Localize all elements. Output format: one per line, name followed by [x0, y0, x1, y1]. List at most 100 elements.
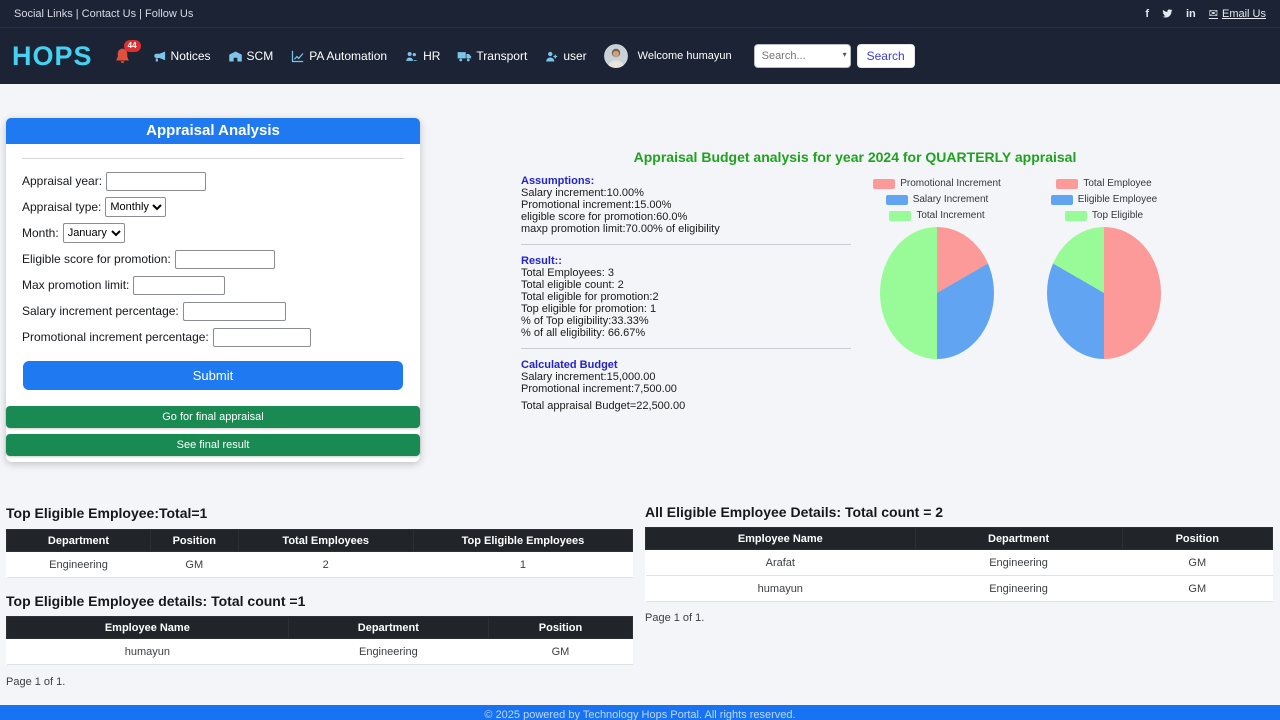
hops-logo[interactable]: HOPS: [12, 40, 93, 71]
legend-swatch: [873, 178, 896, 189]
table-row: Arafat Engineering GM: [645, 549, 1273, 576]
analysis-panel: Assumptions: Salary increment:10.00% Pro…: [521, 175, 851, 412]
search-input[interactable]: [753, 44, 851, 68]
assumption-line: eligible score for promotion:60.0%: [521, 211, 688, 223]
megaphone-icon: [153, 51, 165, 61]
top-eligible-heading: Top Eligible Employee:Total=1: [6, 505, 208, 521]
final-result-button[interactable]: See final result: [6, 434, 420, 456]
table-header-row: Employee Name Department Position: [645, 527, 1274, 550]
table-row: Engineering GM 2 1: [6, 551, 633, 578]
main-navbar: HOPS 44 Notices SCM PA Automation HR Tra…: [0, 28, 1280, 84]
user-avatar[interactable]: [603, 44, 628, 68]
month-select[interactable]: January: [62, 223, 125, 243]
nav-item-transport[interactable]: Transport: [457, 49, 527, 64]
page-footer: © 2025 powered by Technology Hops Portal…: [0, 705, 1280, 720]
legend-label: Salary Increment: [912, 194, 989, 205]
pagination-left: Page 1 of 1.: [6, 676, 66, 688]
appraisal-type-label: Appraisal type:: [22, 200, 102, 214]
result-line: % of all eligibility: 66.67%: [521, 327, 646, 339]
table-row: humayun Engineering GM: [6, 638, 633, 665]
social-contact-links[interactable]: Social Links | Contact Us | Follow Us: [14, 7, 194, 20]
max-promotion-input[interactable]: [133, 275, 226, 295]
top-utility-bar: Social Links | Contact Us | Follow Us f …: [0, 0, 1280, 28]
eligible-score-label: Eligible score for promotion:: [22, 252, 171, 266]
pagination-right: Page 1 of 1.: [645, 612, 705, 624]
email-us-link[interactable]: ✉ Email Us: [1208, 7, 1266, 21]
column-header: Top Eligible Employees: [412, 529, 634, 552]
facebook-icon[interactable]: f: [1145, 7, 1149, 20]
legend-label: Eligible Employee: [1077, 194, 1158, 205]
appraisal-year-label: Appraisal year:: [22, 174, 103, 188]
max-promotion-label: Max promotion limit:: [22, 278, 130, 292]
promotional-increment-input[interactable]: [212, 327, 311, 347]
increment-pie-legend: Promotional Increment Salary Increment T…: [852, 178, 1022, 226]
linkedin-icon[interactable]: in: [1185, 7, 1196, 20]
chevron-down-icon: ▾: [842, 50, 847, 59]
nav-item-hr[interactable]: HR: [404, 49, 440, 64]
section-divider: [521, 348, 851, 349]
appraisal-year-input[interactable]: [106, 171, 207, 191]
nav-item-scm[interactable]: SCM: [228, 49, 273, 64]
legend-label: Top Eligible: [1091, 210, 1144, 221]
building-icon: [228, 51, 242, 61]
section-divider: [521, 244, 851, 245]
column-header: Total Employees: [237, 529, 414, 552]
analysis-title: Appraisal Budget analysis for year 2024 …: [633, 149, 1077, 165]
submit-button[interactable]: Submit: [23, 361, 403, 390]
employee-pie-chart: [1047, 227, 1161, 359]
salary-increment-input[interactable]: [182, 301, 286, 321]
column-header: Department: [287, 616, 490, 639]
appraisal-type-select[interactable]: Monthly: [105, 197, 167, 217]
assumption-line: Promotional increment:15.00%: [521, 199, 672, 211]
appraisal-analysis-card: Appraisal Analysis Appraisal year: Appra…: [6, 118, 420, 462]
truck-icon: [458, 51, 472, 61]
assumptions-heading: Assumptions:: [521, 175, 595, 187]
all-eligible-heading: All Eligible Employee Details: Total cou…: [645, 504, 944, 520]
top-eligible-details-heading: Top Eligible Employee details: Total cou…: [6, 593, 306, 609]
legend-swatch: [889, 210, 912, 221]
top-eligible-details-table: Employee Name Department Position humayu…: [6, 616, 633, 665]
result-line: Total Employees: 3: [521, 267, 614, 279]
eligible-score-input[interactable]: [174, 249, 275, 269]
notification-badge: 44: [123, 39, 141, 52]
table-header-row: Department Position Total Employees Top …: [6, 529, 634, 552]
legend-swatch: [1064, 210, 1087, 221]
table-header-row: Employee Name Department Position: [6, 616, 633, 639]
nav-item-pa-automation[interactable]: PA Automation: [290, 49, 387, 64]
footer-text: © 2025 powered by Technology Hops Portal…: [484, 709, 796, 720]
column-header: Employee Name: [6, 616, 289, 639]
promotional-increment-label: Promotional increment percentage:: [22, 330, 209, 344]
legend-swatch: [1050, 194, 1073, 205]
nav-item-user[interactable]: user: [544, 49, 587, 64]
legend-label: Promotional Increment: [900, 178, 1001, 189]
welcome-text: Welcome humayun: [637, 50, 732, 62]
final-appraisal-button[interactable]: Go for final appraisal: [6, 406, 420, 428]
column-header: Department: [914, 527, 1123, 550]
user-plus-icon: [546, 51, 558, 61]
people-icon: [406, 51, 418, 61]
nav-item-notices[interactable]: Notices: [152, 49, 211, 64]
form-divider: [22, 158, 404, 159]
column-header: Position: [149, 529, 239, 552]
legend-label: Total Employee: [1083, 178, 1152, 189]
column-header: Employee Name: [645, 527, 916, 550]
legend-swatch: [1056, 178, 1079, 189]
all-eligible-table: Employee Name Department Position Arafat…: [645, 527, 1274, 602]
month-label: Month:: [22, 226, 59, 240]
salary-increment-label: Salary increment percentage:: [22, 304, 179, 318]
search-button[interactable]: Search: [856, 44, 915, 68]
budget-heading: Calculated Budget: [521, 359, 618, 371]
legend-swatch: [885, 194, 908, 205]
column-header: Position: [1121, 527, 1274, 550]
envelope-icon: ✉: [1208, 8, 1218, 20]
assumption-line: maxp promotion limit:70.00% of eligibili…: [521, 223, 720, 235]
notification-bell-icon[interactable]: 44: [113, 39, 141, 66]
result-line: Total eligible for promotion:2: [521, 291, 659, 303]
result-line: Top eligible for promotion: 1: [521, 303, 657, 315]
line-chart-icon: [292, 50, 304, 62]
result-line: Total eligible count: 2: [521, 279, 624, 291]
twitter-icon[interactable]: [1162, 8, 1173, 19]
top-eligible-table: Department Position Total Employees Top …: [6, 529, 634, 578]
legend-label: Total Increment: [916, 210, 985, 221]
